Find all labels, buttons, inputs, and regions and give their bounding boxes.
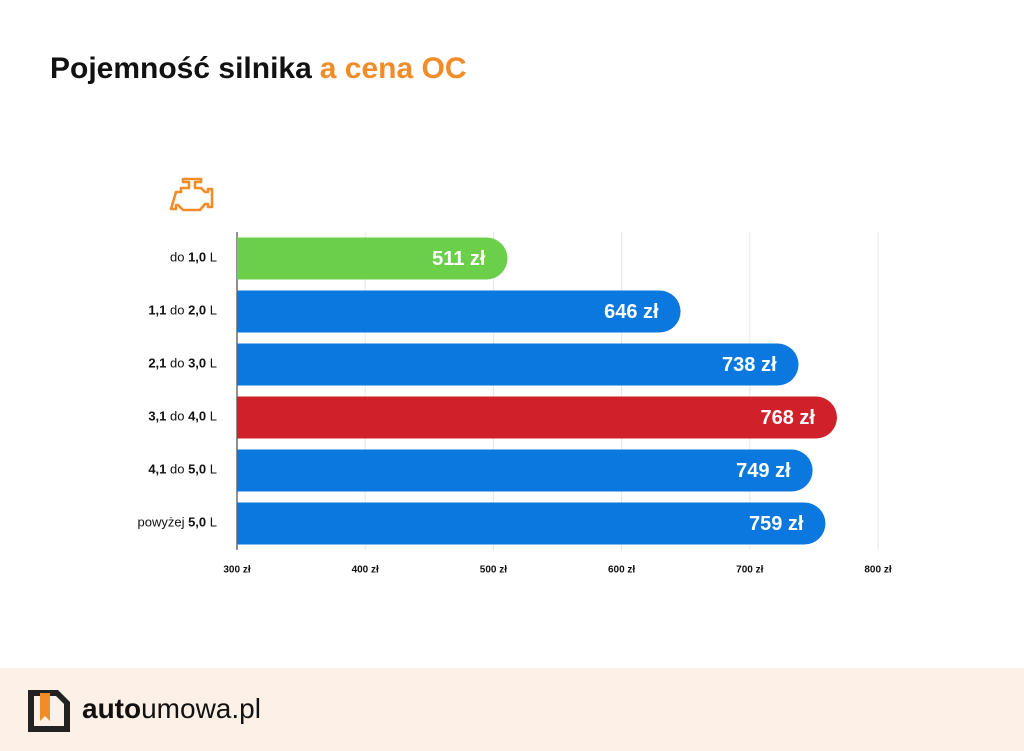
value-label: 738 zł [722, 354, 777, 376]
y-tick-label: 1,1 do 2,0 L [148, 303, 217, 318]
label-part: 1,1 [148, 303, 166, 318]
brand-bold: auto [82, 693, 141, 724]
y-tick-label: 2,1 do 3,0 L [148, 356, 217, 371]
brand-rest: umowa.pl [141, 693, 261, 724]
label-part: L [206, 356, 217, 371]
label-part: L [206, 250, 217, 265]
x-tick-label: 600 zł [608, 565, 635, 576]
x-tick-label: 700 zł [736, 565, 763, 576]
label-part: 5,0 [188, 515, 206, 530]
label-part: do [170, 250, 188, 265]
value-label: 749 zł [736, 460, 791, 482]
label-part: do [166, 303, 188, 318]
title-main: Pojemność silnika [50, 52, 312, 85]
label-part: 2,0 [188, 303, 206, 318]
label-part: do [166, 462, 188, 477]
label-part: L [206, 515, 217, 530]
chart-title: Pojemność silnika a cena OC [50, 52, 467, 85]
footer-brand: autoumowa.pl [82, 693, 261, 724]
logo-icon [28, 690, 70, 732]
bar [237, 502, 826, 545]
bar [237, 449, 813, 492]
label-part: L [206, 303, 217, 318]
title-highlight: a cena OC [320, 52, 467, 85]
label-part: 2,1 [148, 356, 166, 371]
label-part: L [206, 409, 217, 424]
y-tick-label: do 1,0 L [170, 250, 217, 265]
label-part: 4,0 [188, 409, 206, 424]
y-tick-label: 4,1 do 5,0 L [148, 462, 217, 477]
engine-icon [169, 177, 214, 212]
y-tick-label: 3,1 do 4,0 L [148, 409, 217, 424]
label-part: 3,0 [188, 356, 206, 371]
bar [237, 396, 837, 439]
footer-band [0, 668, 1024, 751]
value-label: 759 zł [749, 513, 804, 535]
label-part: 4,1 [148, 462, 166, 477]
x-tick-label: 500 zł [480, 565, 507, 576]
value-label: 646 zł [604, 301, 659, 323]
y-tick-label: powyżej 5,0 L [138, 515, 218, 530]
bar [237, 343, 799, 386]
bar [237, 237, 508, 280]
label-part: do [166, 409, 188, 424]
value-label: 511 zł [432, 248, 486, 270]
bar [237, 290, 681, 333]
x-tick-label: 400 zł [352, 565, 379, 576]
label-part: do [166, 356, 188, 371]
x-tick-label: 300 zł [223, 565, 250, 576]
value-label: 768 zł [760, 407, 815, 429]
x-tick-label: 800 zł [864, 565, 891, 576]
label-part: 3,1 [148, 409, 166, 424]
label-part: powyżej [138, 515, 189, 530]
label-part: L [206, 462, 217, 477]
label-part: 1,0 [188, 250, 206, 265]
label-part: 5,0 [188, 462, 206, 477]
